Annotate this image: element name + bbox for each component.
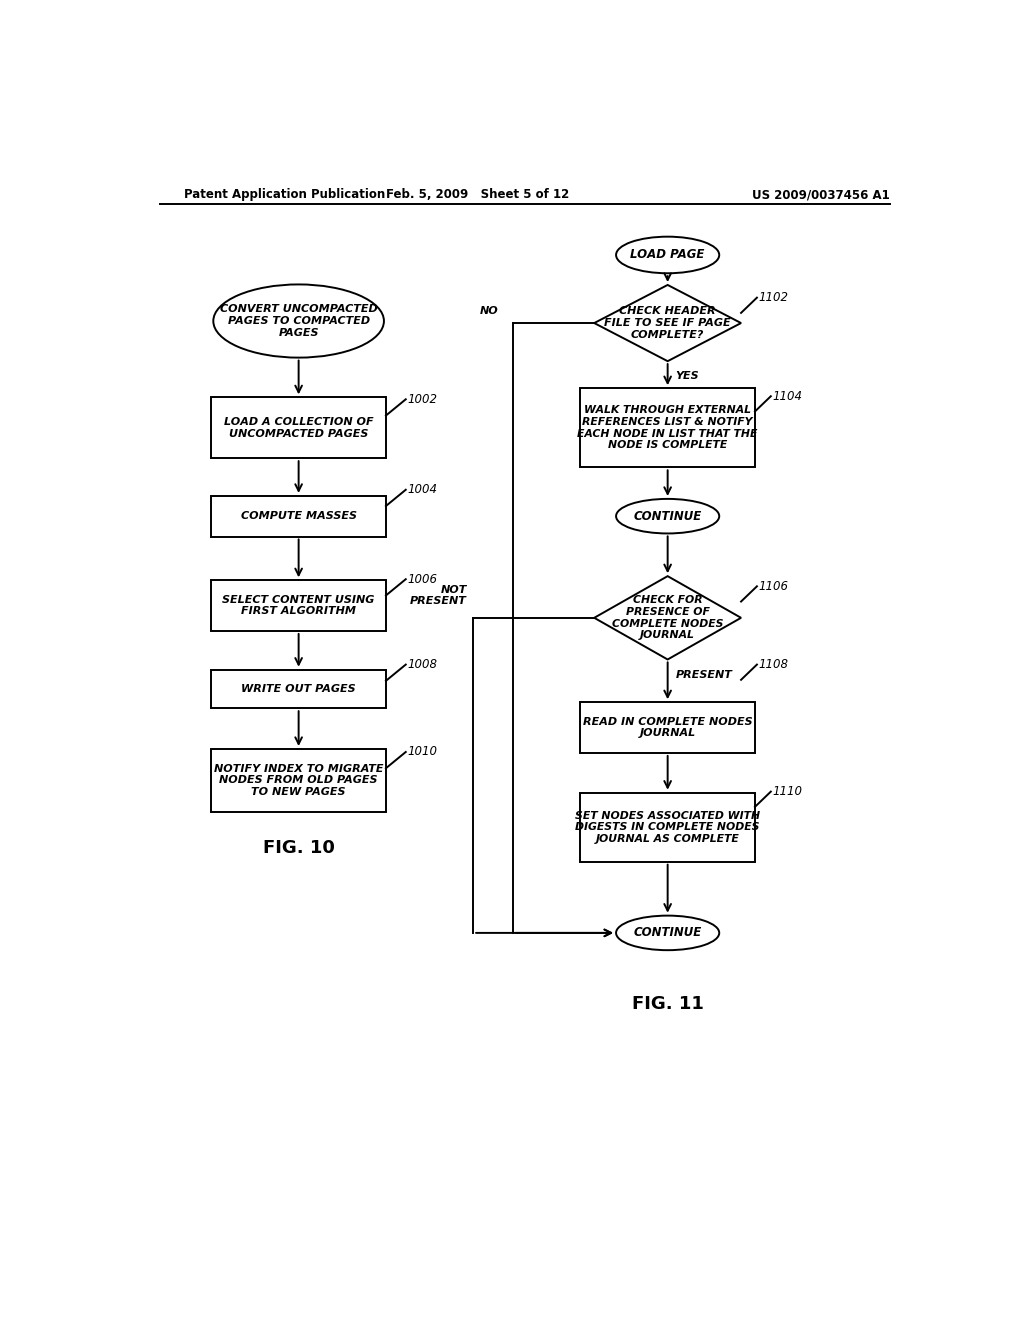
Text: YES: YES [676, 371, 699, 381]
Text: Patent Application Publication: Patent Application Publication [183, 189, 385, 202]
Text: 1108: 1108 [759, 659, 788, 671]
Text: WALK THROUGH EXTERNAL
REFERENCES LIST & NOTIFY
EACH NODE IN LIST THAT THE
NODE I: WALK THROUGH EXTERNAL REFERENCES LIST & … [578, 405, 758, 450]
Text: 1008: 1008 [408, 659, 437, 671]
Text: US 2009/0037456 A1: US 2009/0037456 A1 [752, 189, 890, 202]
Text: 1006: 1006 [408, 573, 437, 586]
Text: CHECK HEADER
FILE TO SEE IF PAGE
COMPLETE?: CHECK HEADER FILE TO SEE IF PAGE COMPLET… [604, 306, 731, 339]
Text: 1106: 1106 [759, 579, 788, 593]
Text: READ IN COMPLETE NODES
JOURNAL: READ IN COMPLETE NODES JOURNAL [583, 717, 753, 738]
Text: LOAD A COLLECTION OF
UNCOMPACTED PAGES: LOAD A COLLECTION OF UNCOMPACTED PAGES [224, 417, 374, 438]
Text: WRITE OUT PAGES: WRITE OUT PAGES [242, 684, 356, 694]
Text: 1102: 1102 [759, 292, 788, 304]
Text: 1010: 1010 [408, 746, 437, 759]
Text: SET NODES ASSOCIATED WITH
DIGESTS IN COMPLETE NODES
JOURNAL AS COMPLETE: SET NODES ASSOCIATED WITH DIGESTS IN COM… [575, 810, 760, 843]
Text: PRESENT: PRESENT [676, 669, 732, 680]
Text: 1110: 1110 [772, 785, 803, 799]
Text: SELECT CONTENT USING
FIRST ALGORITHM: SELECT CONTENT USING FIRST ALGORITHM [222, 595, 375, 616]
Text: COMPUTE MASSES: COMPUTE MASSES [241, 511, 356, 521]
Text: 1002: 1002 [408, 393, 437, 405]
Text: LOAD PAGE: LOAD PAGE [631, 248, 705, 261]
Text: Feb. 5, 2009   Sheet 5 of 12: Feb. 5, 2009 Sheet 5 of 12 [386, 189, 568, 202]
Text: NOT
PRESENT: NOT PRESENT [410, 585, 467, 606]
Text: CONTINUE: CONTINUE [634, 927, 701, 940]
Text: FIG. 10: FIG. 10 [263, 838, 335, 857]
Text: CHECK FOR
PRESENCE OF
COMPLETE NODES
JOURNAL: CHECK FOR PRESENCE OF COMPLETE NODES JOU… [612, 595, 723, 640]
Text: NOTIFY INDEX TO MIGRATE
NODES FROM OLD PAGES
TO NEW PAGES: NOTIFY INDEX TO MIGRATE NODES FROM OLD P… [214, 764, 383, 797]
Text: NO: NO [480, 306, 499, 315]
Text: 1104: 1104 [772, 389, 803, 403]
Text: FIG. 11: FIG. 11 [632, 995, 703, 1012]
Text: CONTINUE: CONTINUE [634, 510, 701, 523]
Text: CONVERT UNCOMPACTED
PAGES TO COMPACTED
PAGES: CONVERT UNCOMPACTED PAGES TO COMPACTED P… [220, 305, 378, 338]
Text: 1004: 1004 [408, 483, 437, 496]
